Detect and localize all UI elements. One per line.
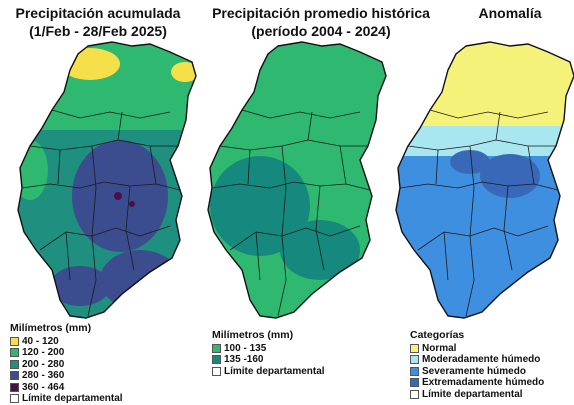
legend-swatch (410, 366, 419, 376)
legend-item: Normal (410, 343, 544, 355)
legend-label: 120 - 200 (22, 347, 65, 358)
map-historical (207, 41, 387, 319)
legend-label: Severamente húmedo (422, 365, 526, 377)
legend-swatch (410, 355, 419, 365)
legend-swatch (410, 378, 419, 388)
legend-label: 280 - 360 (22, 370, 65, 381)
legend-item: Severamente húmedo (410, 366, 544, 378)
map1-title-line2: (1/Feb - 28/Feb 2025) (29, 23, 167, 39)
legend-label: Límite departamental (422, 388, 523, 400)
map-accumulated (17, 41, 197, 319)
legend-swatch (212, 366, 221, 376)
legend-label: Extremadamente húmedo (422, 377, 545, 388)
legend-item: 280 - 360 (10, 370, 123, 382)
legend-anomaly-heading: Categorías (410, 329, 465, 341)
map2-title-line2: (período 2004 - 2024) (251, 23, 391, 39)
legend-label: Normal (422, 342, 457, 354)
map2-title-line1: Precipitación promedio histórica (212, 5, 430, 21)
map1-title-line1: Precipitación acumulada (15, 5, 181, 21)
map2-title: Precipitación promedio histórica (períod… (196, 4, 446, 40)
legend-label: Límite departamental (22, 393, 123, 404)
legend-item-boundary: Límite departamental (212, 366, 325, 378)
legend-swatch (410, 389, 419, 399)
legend-swatch (10, 348, 19, 358)
legend-item: 40 - 120 (10, 336, 123, 348)
legend-historical: Milímetros (mm) 100 - 135 135 -160 Límit… (212, 329, 325, 378)
legend-item: Moderadamente húmedo (410, 354, 544, 366)
map3-title-line1: Anomalía (478, 5, 542, 21)
legend-swatch (410, 343, 419, 353)
legend-item-boundary: Límite departamental (410, 389, 544, 401)
legend-label: 100 - 135 (224, 342, 267, 354)
legend-label: 135 -160 (224, 354, 264, 365)
legend-anomaly: Categorías Normal Moderadamente húmedo S… (410, 329, 544, 401)
map-anomaly (395, 41, 574, 319)
legend-label: 200 - 280 (22, 358, 65, 370)
legend-swatch (10, 394, 19, 404)
legend-swatch (10, 359, 19, 369)
legend-swatch (212, 355, 221, 365)
map1-title: Precipitación acumulada (1/Feb - 28/Feb … (0, 4, 196, 40)
legend-item: 200 - 280 (10, 359, 123, 371)
legend-label: Límite departamental (224, 365, 325, 377)
map3-title: Anomalía (446, 4, 574, 22)
legend-item: 100 - 135 (212, 343, 325, 355)
legend-accumulated: Milímetros (mm) 40 - 120 120 - 200 200 -… (10, 322, 123, 405)
legend-swatch (212, 343, 221, 353)
legend-item: Extremadamente húmedo (410, 377, 544, 389)
legend-item: 120 - 200 (10, 347, 123, 359)
legend-swatch (10, 371, 19, 381)
legend-accumulated-heading: Milímetros (mm) (10, 322, 92, 334)
legend-label: Moderadamente húmedo (422, 354, 541, 365)
legend-label: 360 - 464 (22, 381, 65, 393)
legend-historical-heading: Milímetros (mm) (212, 329, 294, 341)
legend-swatch (10, 382, 19, 392)
legend-swatch (10, 336, 19, 346)
legend-label: 40 - 120 (22, 335, 59, 347)
legend-item: 135 -160 (212, 354, 325, 366)
legend-item: 360 - 464 (10, 382, 123, 394)
